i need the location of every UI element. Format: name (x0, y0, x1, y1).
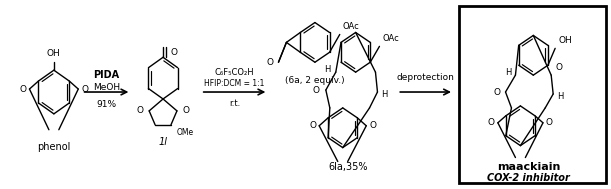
Text: O: O (488, 118, 495, 127)
Text: C₆F₅CO₂H: C₆F₅CO₂H (214, 68, 254, 77)
Text: OH: OH (558, 36, 572, 45)
Text: COX-2 inhibitor: COX-2 inhibitor (487, 174, 569, 183)
Text: 1l: 1l (159, 137, 167, 147)
Text: HFIP:DCM = 1:1: HFIP:DCM = 1:1 (204, 79, 265, 88)
Text: H: H (505, 68, 511, 77)
Text: deprotection: deprotection (396, 73, 454, 82)
Bar (459, 6, 606, 183)
Text: (6a, 2 equiv.): (6a, 2 equiv.) (285, 76, 345, 85)
Text: 6la,35%: 6la,35% (328, 162, 367, 171)
Text: OH: OH (47, 49, 60, 58)
Text: OAc: OAc (343, 22, 359, 31)
Text: O: O (309, 121, 316, 130)
Text: O: O (170, 48, 177, 57)
Text: O: O (183, 106, 190, 115)
Text: OMe: OMe (177, 128, 194, 137)
Text: r.t.: r.t. (229, 99, 240, 108)
Text: MeOH: MeOH (93, 83, 120, 91)
Text: O: O (136, 106, 143, 115)
Text: maackiain: maackiain (497, 162, 560, 171)
Text: H: H (381, 91, 388, 99)
Text: O: O (546, 118, 553, 127)
Text: PIDA: PIDA (93, 70, 120, 80)
Text: O: O (20, 84, 26, 94)
Text: O: O (266, 58, 274, 67)
Text: O: O (313, 86, 320, 94)
Text: phenol: phenol (37, 142, 70, 152)
Text: H: H (557, 92, 563, 101)
Text: O: O (81, 84, 88, 94)
Text: OAc: OAc (382, 34, 399, 43)
Text: H: H (324, 65, 331, 74)
Text: O: O (494, 88, 500, 97)
Text: O: O (555, 63, 562, 72)
Text: O: O (369, 121, 376, 130)
Text: 91%: 91% (97, 100, 117, 109)
